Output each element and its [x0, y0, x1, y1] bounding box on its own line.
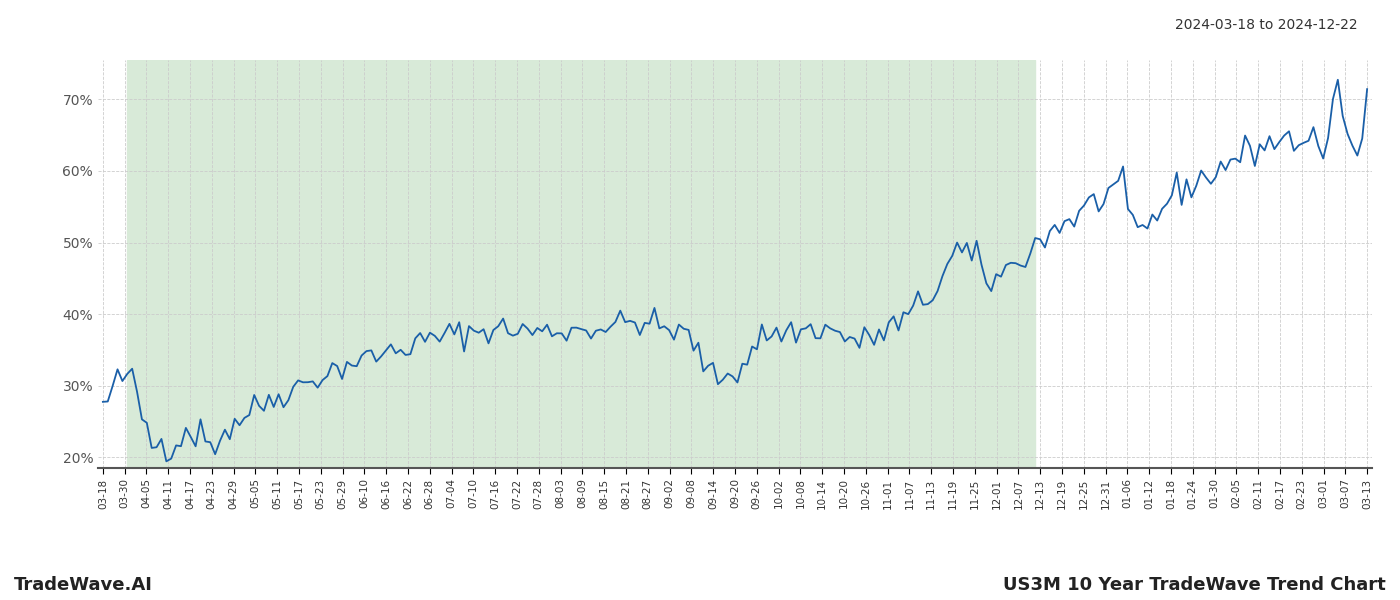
Text: US3M 10 Year TradeWave Trend Chart: US3M 10 Year TradeWave Trend Chart [1004, 576, 1386, 594]
Text: 2024-03-18 to 2024-12-22: 2024-03-18 to 2024-12-22 [1176, 18, 1358, 32]
Text: TradeWave.AI: TradeWave.AI [14, 576, 153, 594]
Bar [127, 60, 1035, 468]
